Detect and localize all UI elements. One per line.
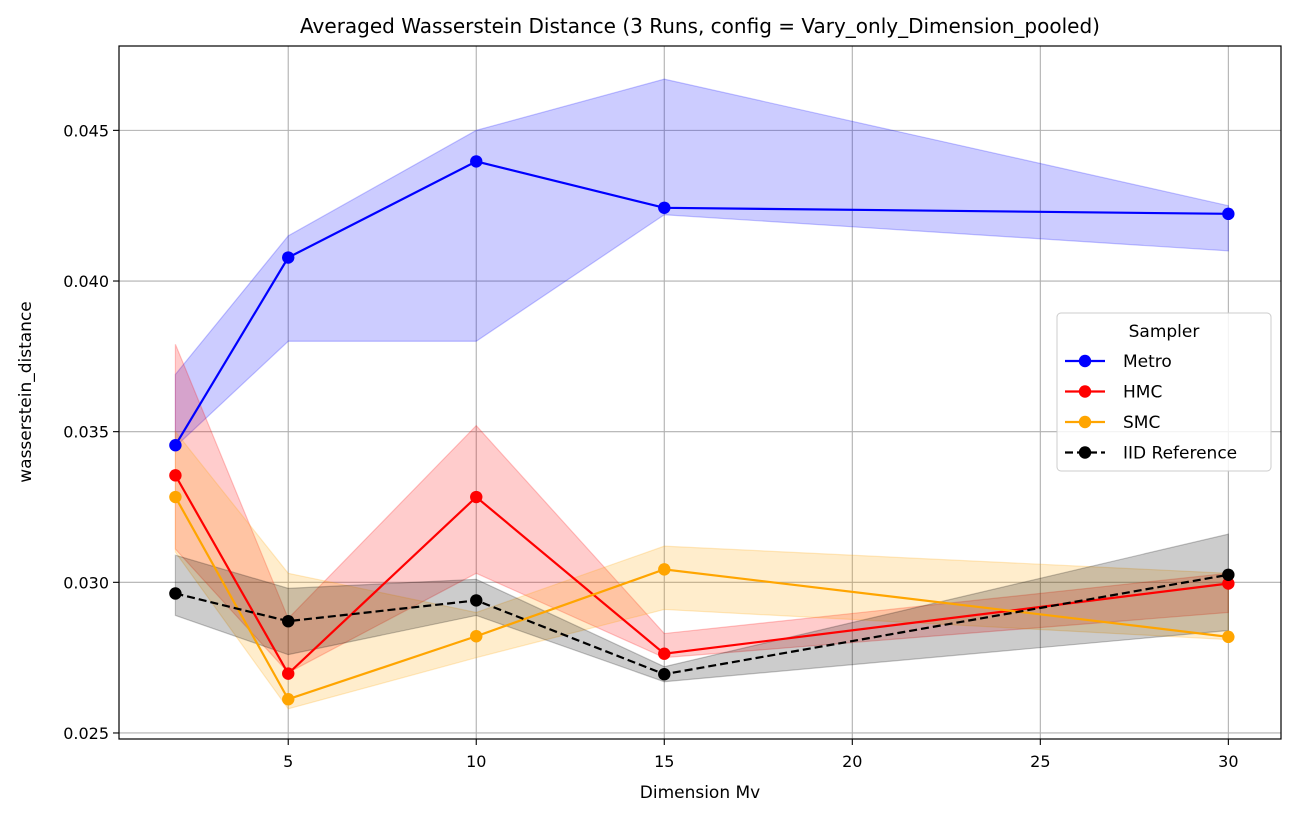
chart-title: Averaged Wasserstein Distance (3 Runs, c… [300, 14, 1100, 38]
metro-point [658, 201, 671, 215]
legend-marker-metro [1078, 354, 1092, 368]
x-tick-label: 10 [466, 752, 486, 771]
legend-label-smc: SMC [1123, 413, 1160, 433]
legend-marker-iid-reference [1078, 446, 1092, 459]
iid-reference-band [174, 533, 1229, 683]
hmc-point [169, 469, 182, 482]
y-tick-label: 0.045 [63, 121, 109, 140]
hmc-point [658, 647, 671, 660]
x-tick-label: 5 [283, 752, 293, 771]
legend-frame [1056, 312, 1272, 472]
x-axis-label: Dimension Mv [640, 783, 761, 803]
smc-point [169, 490, 182, 504]
smc-point [282, 693, 295, 706]
iid-reference-point [1222, 568, 1235, 581]
legend-label-metro: Metro [1123, 352, 1172, 372]
x-tick-label: 25 [1030, 752, 1050, 771]
legend-marker-hmc [1078, 385, 1092, 398]
hmc-point [470, 490, 483, 504]
metro-point [282, 251, 295, 264]
legend-label-hmc: HMC [1123, 383, 1162, 403]
legend-marker-smc [1078, 415, 1092, 429]
iid-reference-point [282, 614, 295, 628]
x-tick-label: 20 [842, 752, 862, 771]
plot-frame [118, 45, 1282, 740]
smc-point [1222, 630, 1235, 644]
legend-entries: Metro HMC SMC IID Reference [1065, 352, 1237, 464]
grid [119, 46, 1281, 739]
smc-point [470, 630, 483, 643]
metro-point [169, 439, 182, 452]
y-axis-label: wasserstein_distance [16, 301, 36, 483]
hmc-point [1222, 577, 1235, 590]
smc-point [658, 563, 671, 576]
legend-title: Sampler [1129, 322, 1200, 342]
metro-point [1222, 207, 1235, 221]
y-tick-label: 0.035 [63, 423, 109, 442]
legend-label-iid-reference: IID Reference [1123, 444, 1237, 464]
legend: Sampler Metro HMC SMC IID Reference [1056, 312, 1272, 472]
x-tick-label: 30 [1218, 752, 1238, 771]
ticks: 5 10 15 20 25 30 0.025 0.030 0.035 0.040 0.045 [63, 121, 1238, 771]
iid-reference-point [470, 594, 483, 607]
y-tick-label: 0.030 [63, 573, 109, 592]
iid-reference-point [169, 587, 182, 600]
metro-band [174, 78, 1229, 449]
y-tick-label: 0.040 [63, 272, 109, 291]
hmc-point [282, 667, 295, 680]
y-tick-label: 0.025 [63, 724, 109, 743]
metro-point [470, 155, 483, 168]
series-lines [169, 155, 1235, 706]
x-tick-label: 15 [654, 752, 674, 771]
iid-reference-point [658, 668, 671, 681]
